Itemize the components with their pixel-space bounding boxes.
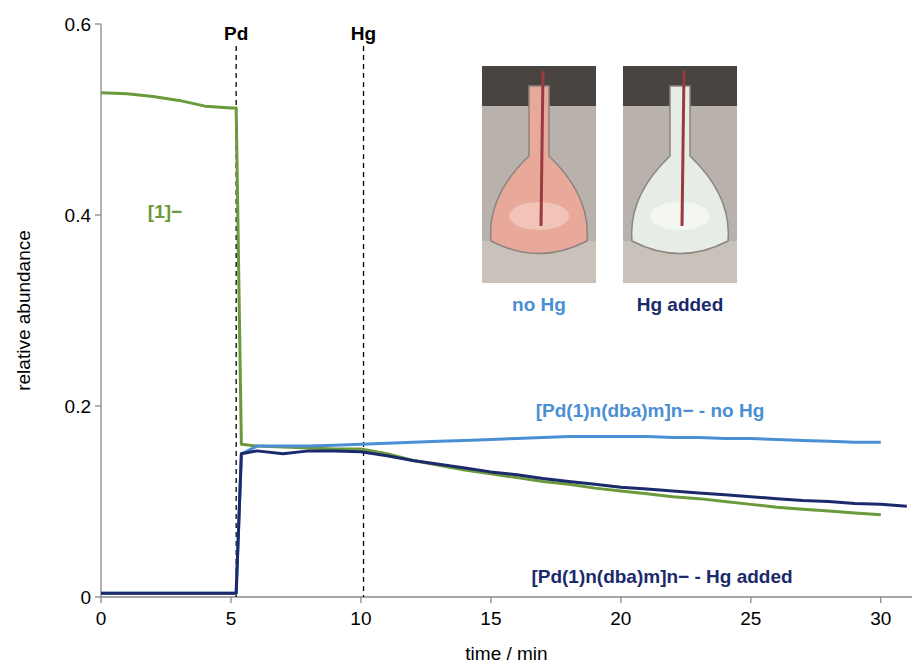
series-label: [Pd(1)n(dba)m]n− - Hg added (531, 566, 792, 587)
x-tick-label: 0 (96, 608, 107, 629)
x-tick (230, 597, 231, 603)
x-tick-label: 15 (480, 608, 501, 629)
series-label: [Pd(1)n(dba)m]n− - no Hg (536, 400, 765, 421)
chart: no Hg Hg added 0 0.2 0.4 0.6 0 5 10 15 20 25 30 time … (0, 0, 922, 671)
event-label: Hg (351, 23, 376, 44)
x-tick (880, 597, 881, 603)
event-label: Pd (224, 23, 248, 44)
x-axis-title: time / min (465, 643, 547, 664)
series-group (101, 93, 907, 593)
x-tick-label: 10 (350, 608, 371, 629)
probe (541, 71, 543, 226)
x-tick (360, 597, 361, 603)
flask (491, 86, 588, 254)
y-tick-label: 0.4 (65, 205, 92, 226)
x-tick (620, 597, 621, 603)
y-axis (100, 24, 101, 597)
y-tick-label: 0.6 (65, 14, 91, 35)
x-tick (490, 597, 491, 603)
y-tick (95, 214, 101, 215)
y-tick (95, 596, 101, 597)
x-tick-label: 25 (740, 608, 761, 629)
x-tick-label: 30 (870, 608, 891, 629)
inset-photo (623, 66, 737, 283)
y-tick (95, 405, 101, 406)
y-tick-label: 0.2 (65, 396, 91, 417)
event-line (363, 46, 364, 597)
photo-background (482, 66, 596, 283)
series-line (101, 93, 881, 515)
x-tick (100, 597, 101, 603)
y-axis-title: relative abundance (13, 230, 34, 391)
series-line (101, 437, 881, 594)
x-axis (101, 596, 912, 597)
series-label: [1]− (148, 201, 182, 222)
flask (632, 86, 729, 254)
probe (682, 71, 684, 226)
y-tick (95, 23, 101, 24)
flask-highlight (509, 202, 569, 230)
y-tick-label: 0 (80, 587, 91, 608)
inset-caption: no Hg (512, 294, 566, 315)
x-tick (750, 597, 751, 603)
inset-caption: Hg added (637, 294, 724, 315)
x-tick-label: 5 (226, 608, 237, 629)
x-tick-label: 20 (610, 608, 631, 629)
photo-background (623, 66, 737, 283)
series-line (101, 451, 907, 593)
flask-highlight (650, 202, 710, 230)
inset-photo (482, 66, 596, 283)
